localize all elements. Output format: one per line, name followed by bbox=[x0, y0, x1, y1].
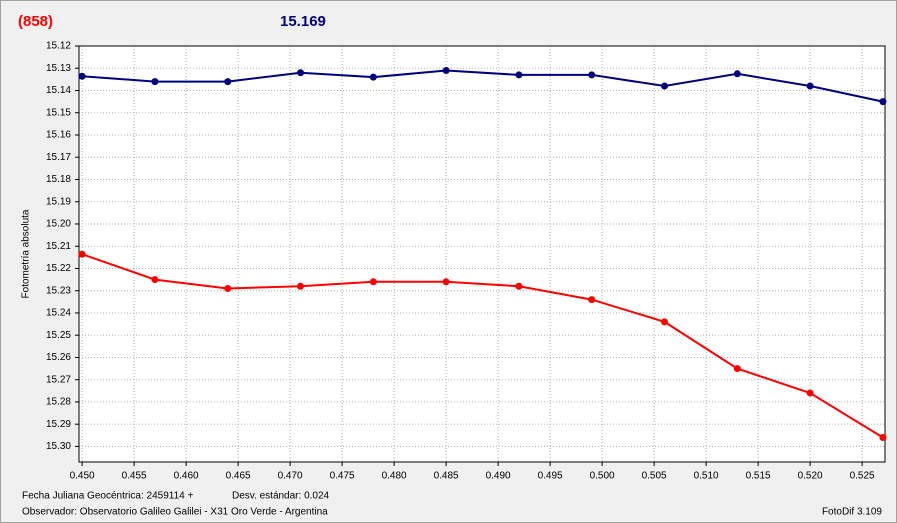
footer-observer: Observador: Observatorio Galileo Galilei… bbox=[22, 507, 328, 518]
data-point bbox=[151, 276, 159, 284]
data-point bbox=[442, 66, 450, 74]
footer-date: Fecha Juliana Geocéntrica: 2459114 + bbox=[22, 491, 193, 502]
x-tick-label: 0.505 bbox=[642, 471, 667, 482]
data-point bbox=[588, 71, 596, 79]
y-tick-label: 15.20 bbox=[46, 219, 71, 230]
y-tick-label: 15.12 bbox=[46, 41, 71, 52]
y-tick-label: 15.26 bbox=[46, 352, 71, 363]
y-tick-label: 15.14 bbox=[46, 85, 71, 96]
data-point bbox=[224, 78, 232, 86]
data-point bbox=[879, 434, 887, 442]
y-tick-label: 15.15 bbox=[46, 107, 71, 118]
y-tick-label: 15.22 bbox=[46, 263, 71, 274]
data-point bbox=[806, 389, 814, 397]
data-point bbox=[151, 78, 159, 86]
series-line bbox=[81, 253, 884, 439]
data-point bbox=[78, 72, 86, 80]
x-tick-label: 0.465 bbox=[226, 471, 251, 482]
data-point bbox=[78, 250, 86, 258]
y-axis-label: Fotometría absoluta bbox=[21, 209, 32, 298]
header-right: 15.169 bbox=[280, 13, 326, 30]
x-tick-label: 0.500 bbox=[590, 471, 615, 482]
header-left: (858) bbox=[18, 13, 53, 30]
x-tick-label: 0.520 bbox=[798, 471, 823, 482]
data-point bbox=[515, 282, 523, 290]
y-tick-label: 15.19 bbox=[46, 196, 71, 207]
footer-std: Desv. estándar: 0.024 bbox=[232, 491, 330, 502]
x-tick-label: 0.455 bbox=[122, 471, 147, 482]
data-point bbox=[661, 82, 669, 90]
footer-version: FotoDif 3.109 bbox=[822, 507, 882, 518]
data-point bbox=[224, 284, 232, 292]
plot-area bbox=[79, 46, 885, 462]
data-point bbox=[661, 318, 669, 326]
y-tick-label: 15.29 bbox=[46, 419, 71, 430]
x-tick-label: 0.490 bbox=[486, 471, 511, 482]
data-point bbox=[733, 70, 741, 78]
data-point bbox=[369, 73, 377, 81]
x-tick-label: 0.515 bbox=[746, 471, 771, 482]
data-point bbox=[369, 278, 377, 286]
y-tick-label: 15.18 bbox=[46, 174, 71, 185]
y-tick-label: 15.16 bbox=[46, 130, 71, 141]
x-tick-label: 0.480 bbox=[382, 471, 407, 482]
x-tick-label: 0.450 bbox=[70, 471, 95, 482]
y-tick-label: 15.17 bbox=[46, 152, 71, 163]
x-tick-label: 0.525 bbox=[850, 471, 875, 482]
x-tick-label: 0.485 bbox=[434, 471, 459, 482]
y-tick-label: 15.24 bbox=[46, 308, 71, 319]
x-tick-label: 0.475 bbox=[330, 471, 355, 482]
y-tick-label: 15.25 bbox=[46, 330, 71, 341]
y-tick-label: 15.21 bbox=[46, 241, 71, 252]
x-tick-label: 0.495 bbox=[538, 471, 563, 482]
x-tick-label: 0.510 bbox=[694, 471, 719, 482]
data-point bbox=[588, 296, 596, 304]
y-tick-label: 15.30 bbox=[46, 441, 71, 452]
data-point bbox=[297, 282, 305, 290]
y-tick-label: 15.27 bbox=[46, 374, 71, 385]
data-point bbox=[442, 278, 450, 286]
data-point bbox=[515, 71, 523, 79]
data-point bbox=[297, 69, 305, 77]
data-point bbox=[879, 98, 887, 106]
y-tick-label: 15.28 bbox=[46, 397, 71, 408]
x-tick-label: 0.470 bbox=[278, 471, 303, 482]
y-tick-label: 15.23 bbox=[46, 285, 71, 296]
y-tick-label: 15.13 bbox=[46, 63, 71, 74]
data-point bbox=[806, 82, 814, 90]
data-point bbox=[733, 365, 741, 373]
series-line bbox=[82, 69, 884, 103]
x-tick-label: 0.460 bbox=[174, 471, 199, 482]
